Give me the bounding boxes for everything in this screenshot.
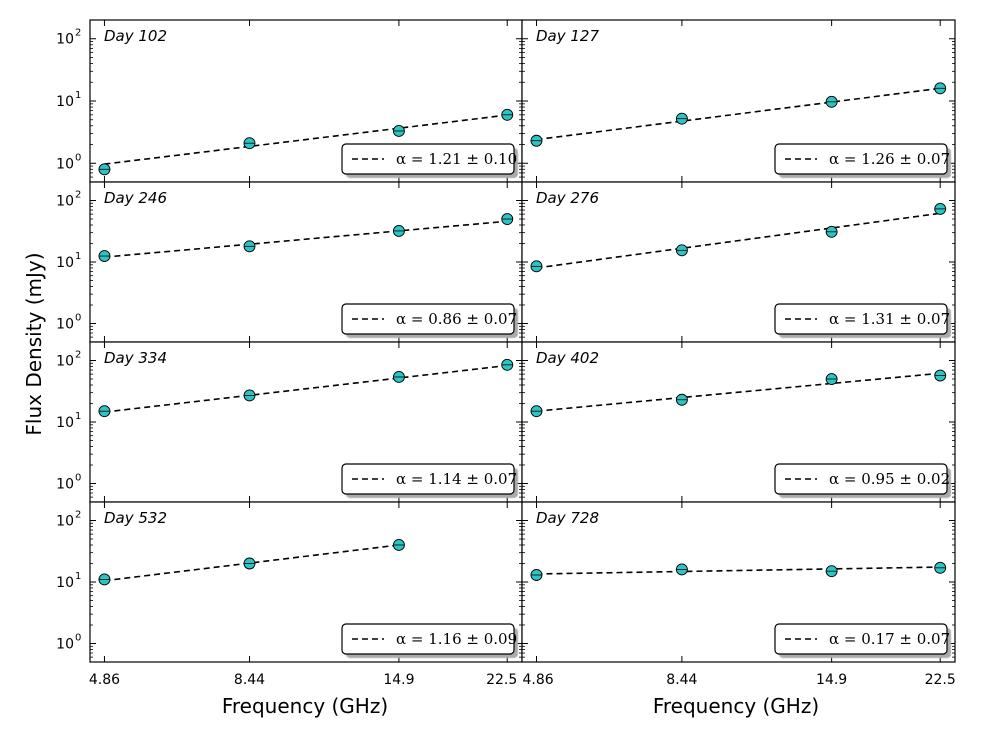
legend-alpha-label: α = 1.26 ± 0.07 [829,150,950,168]
legend-alpha-label: α = 1.16 ± 0.09 [396,630,517,648]
y-tick-exponent: 2 [75,510,81,521]
y-tick-exponent: 0 [75,312,81,323]
panel-title: Day 402 [536,349,599,367]
panel-2: Day 127 α = 1.26 ± 0.07 [521,19,956,183]
panel-4: Day 276 α = 1.31 ± 0.07 [521,181,956,343]
y-tick-label: 10 [56,514,74,530]
legend-box [341,623,515,655]
legend-alpha-label: α = 1.21 ± 0.10 [396,150,517,168]
y-tick-label: 10 [56,476,74,492]
panel-title: Day 102 [104,27,167,45]
fit-line [104,220,508,258]
y-tick-label: 10 [56,415,74,431]
x-tick-label: 14.9 [816,672,847,688]
legend-box [774,463,948,495]
x-axis-title-right: Frequency (GHz) [653,694,819,718]
legend-box [774,143,948,175]
y-tick-label: 10 [56,354,74,370]
panel-title: Day 127 [536,27,599,45]
legend-box [774,623,948,655]
fit-line [536,372,941,412]
panel-title: Day 728 [536,509,599,527]
y-tick-label: 10 [56,636,74,652]
legend-alpha-label: α = 0.17 ± 0.07 [829,630,950,648]
x-tick-label: 8.44 [666,672,697,688]
y-tick-exponent: 2 [75,190,81,201]
fit-line [104,114,508,165]
x-tick-label: 4.86 [522,672,553,688]
fit-line [104,364,508,413]
x-axis-title-left: Frequency (GHz) [222,694,388,718]
y-tick-exponent: 0 [75,152,81,163]
legend-alpha-label: α = 1.14 ± 0.07 [396,470,517,488]
x-tick-label: 22.5 [486,672,517,688]
x-tick-label: 14.9 [383,672,414,688]
y-tick-exponent: 1 [75,411,81,422]
x-tick-label: 4.86 [89,672,120,688]
panel-title: Day 276 [536,189,599,207]
panel-title: Day 246 [104,189,167,207]
y-tick-label: 10 [56,255,74,271]
y-tick-label: 10 [56,32,74,48]
legend-box [341,463,515,495]
y-axis-title: Flux Density (mJy) [22,252,46,435]
y-tick-exponent: 1 [75,251,81,262]
panel-6: Day 402 α = 0.95 ± 0.02 [521,341,956,503]
y-tick-exponent: 0 [75,632,81,643]
y-tick-label: 10 [56,316,74,332]
fit-line [536,566,941,575]
legend-alpha-label: α = 0.86 ± 0.07 [396,310,517,328]
fit-line [536,212,941,269]
legend-alpha-label: α = 1.31 ± 0.07 [829,310,950,328]
fit-line [536,87,941,141]
panel-8: 4.86 8.44 14.9 22.5 Day 728 α = 0.17 ± 0.07 [521,501,956,688]
y-tick-exponent: 1 [75,571,81,582]
y-tick-exponent: 1 [75,90,81,101]
x-tick-label: 8.44 [234,672,265,688]
legend-box [341,303,515,335]
y-tick-label: 10 [56,156,74,172]
y-tick-exponent: 0 [75,472,81,483]
x-tick-label: 22.5 [925,672,956,688]
panel-title: Day 334 [104,349,167,367]
legend-box [341,143,515,175]
y-tick-label: 10 [56,194,74,210]
y-tick-label: 10 [56,575,74,591]
legend-box [774,303,948,335]
y-tick-exponent: 2 [75,350,81,361]
y-tick-label: 10 [56,94,74,110]
legend-alpha-label: α = 0.95 ± 0.02 [829,470,950,488]
panel-title: Day 532 [104,509,167,527]
y-tick-exponent: 2 [75,28,81,39]
